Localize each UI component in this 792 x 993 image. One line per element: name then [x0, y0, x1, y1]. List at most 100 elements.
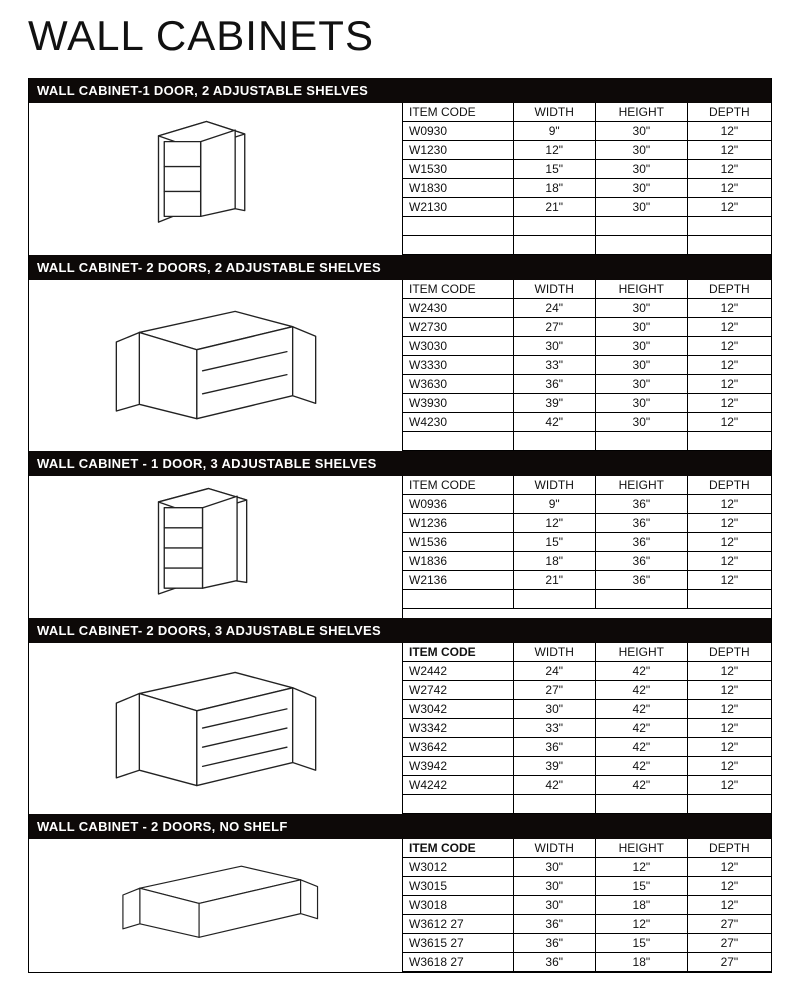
item-code: W2742	[403, 681, 513, 700]
item-code: W1530	[403, 160, 513, 179]
col-header-depth: DEPTH	[687, 476, 771, 495]
height-value: 42"	[595, 738, 687, 757]
height-value: 42"	[595, 776, 687, 795]
width-value: 24"	[513, 299, 595, 318]
width-value: 30"	[513, 337, 595, 356]
blank-cell	[403, 236, 513, 255]
table-row: W304230"42"12"	[403, 700, 771, 719]
item-code: W3615 27	[403, 934, 513, 953]
table-row: W183018"30"12"	[403, 179, 771, 198]
spec-table-cell: ITEM CODEWIDTHHEIGHTDEPTHW243024"30"12"W…	[403, 280, 771, 451]
item-code: W4242	[403, 776, 513, 795]
table-row-blank	[403, 795, 771, 814]
table-row: W303030"30"12"	[403, 337, 771, 356]
item-code: W4230	[403, 413, 513, 432]
width-value: 12"	[513, 514, 595, 533]
height-value: 30"	[595, 299, 687, 318]
blank-cell	[403, 795, 513, 814]
width-value: 12"	[513, 141, 595, 160]
width-value: 18"	[513, 552, 595, 571]
spec-table-cell: ITEM CODEWIDTHHEIGHTDEPTHW244224"42"12"W…	[403, 643, 771, 814]
width-value: 36"	[513, 915, 595, 934]
section-body: ITEM CODEWIDTHHEIGHTDEPTHW243024"30"12"W…	[29, 280, 771, 451]
table-row-blank	[403, 590, 771, 609]
height-value: 36"	[595, 571, 687, 590]
col-header-depth: DEPTH	[687, 103, 771, 122]
width-value: 27"	[513, 681, 595, 700]
table-row: W183618"36"12"	[403, 552, 771, 571]
height-value: 30"	[595, 122, 687, 141]
depth-value: 12"	[687, 757, 771, 776]
width-value: 9"	[513, 495, 595, 514]
blank-cell	[595, 217, 687, 236]
height-value: 30"	[595, 141, 687, 160]
item-code: W0930	[403, 122, 513, 141]
col-header-code: ITEM CODE	[403, 103, 513, 122]
catalog-page: WALL CABINETS WALL CABINET-1 DOOR, 2 ADJ…	[0, 0, 792, 993]
blank-cell	[687, 217, 771, 236]
col-header-height: HEIGHT	[595, 643, 687, 662]
col-header-depth: DEPTH	[687, 643, 771, 662]
catalog-section: WALL CABINET - 1 DOOR, 3 ADJUSTABLE SHEL…	[28, 451, 772, 618]
item-code: W1236	[403, 514, 513, 533]
item-code: W3015	[403, 877, 513, 896]
table-row: W301230"12"12"	[403, 858, 771, 877]
depth-value: 12"	[687, 394, 771, 413]
table-row: W301830"18"12"	[403, 896, 771, 915]
width-value: 33"	[513, 719, 595, 738]
height-value: 42"	[595, 662, 687, 681]
width-value: 39"	[513, 394, 595, 413]
section-header: WALL CABINET - 2 DOORS, NO SHELF	[29, 814, 771, 839]
height-value: 30"	[595, 375, 687, 394]
height-value: 36"	[595, 552, 687, 571]
blank-cell	[513, 432, 595, 451]
table-row: W423042"30"12"	[403, 413, 771, 432]
depth-value: 12"	[687, 681, 771, 700]
depth-value: 27"	[687, 953, 771, 972]
blank-cell	[595, 795, 687, 814]
item-code: W3618 27	[403, 953, 513, 972]
table-row: W213021"30"12"	[403, 198, 771, 217]
table-row: W3612 2736"12"27"	[403, 915, 771, 934]
table-row: W334233"42"12"	[403, 719, 771, 738]
depth-value: 12"	[687, 318, 771, 337]
depth-value: 12"	[687, 122, 771, 141]
height-value: 30"	[595, 179, 687, 198]
col-header-code: ITEM CODE	[403, 839, 513, 858]
table-row: W123612"36"12"	[403, 514, 771, 533]
item-code: W3630	[403, 375, 513, 394]
height-value: 12"	[595, 915, 687, 934]
table-row: W274227"42"12"	[403, 681, 771, 700]
height-value: 15"	[595, 877, 687, 896]
section-header: WALL CABINET- 2 DOORS, 3 ADJUSTABLE SHEL…	[29, 618, 771, 643]
table-row: W09369"36"12"	[403, 495, 771, 514]
col-header-width: WIDTH	[513, 476, 595, 495]
depth-value: 12"	[687, 299, 771, 318]
height-value: 30"	[595, 198, 687, 217]
col-header-height: HEIGHT	[595, 476, 687, 495]
height-value: 15"	[595, 934, 687, 953]
table-row: W244224"42"12"	[403, 662, 771, 681]
section-body: ITEM CODEWIDTHHEIGHTDEPTHW09309"30"12"W1…	[29, 103, 771, 255]
depth-value: 12"	[687, 533, 771, 552]
table-row: W363036"30"12"	[403, 375, 771, 394]
spec-table-cell: ITEM CODEWIDTHHEIGHTDEPTHW09369"36"12"W1…	[403, 476, 771, 618]
section-header: WALL CABINET - 1 DOOR, 3 ADJUSTABLE SHEL…	[29, 451, 771, 476]
spec-table: ITEM CODEWIDTHHEIGHTDEPTHW301230"12"12"W…	[403, 839, 771, 972]
depth-value: 12"	[687, 552, 771, 571]
width-value: 27"	[513, 318, 595, 337]
item-code: W3030	[403, 337, 513, 356]
blank-cell	[403, 217, 513, 236]
col-header-depth: DEPTH	[687, 280, 771, 299]
table-row-blank	[403, 217, 771, 236]
table-row: W153015"30"12"	[403, 160, 771, 179]
height-value: 30"	[595, 337, 687, 356]
table-row: W364236"42"12"	[403, 738, 771, 757]
item-code: W2730	[403, 318, 513, 337]
table-row-blank	[403, 432, 771, 451]
table-row: W393039"30"12"	[403, 394, 771, 413]
height-value: 42"	[595, 681, 687, 700]
depth-value: 12"	[687, 413, 771, 432]
item-code: W3012	[403, 858, 513, 877]
height-value: 36"	[595, 514, 687, 533]
